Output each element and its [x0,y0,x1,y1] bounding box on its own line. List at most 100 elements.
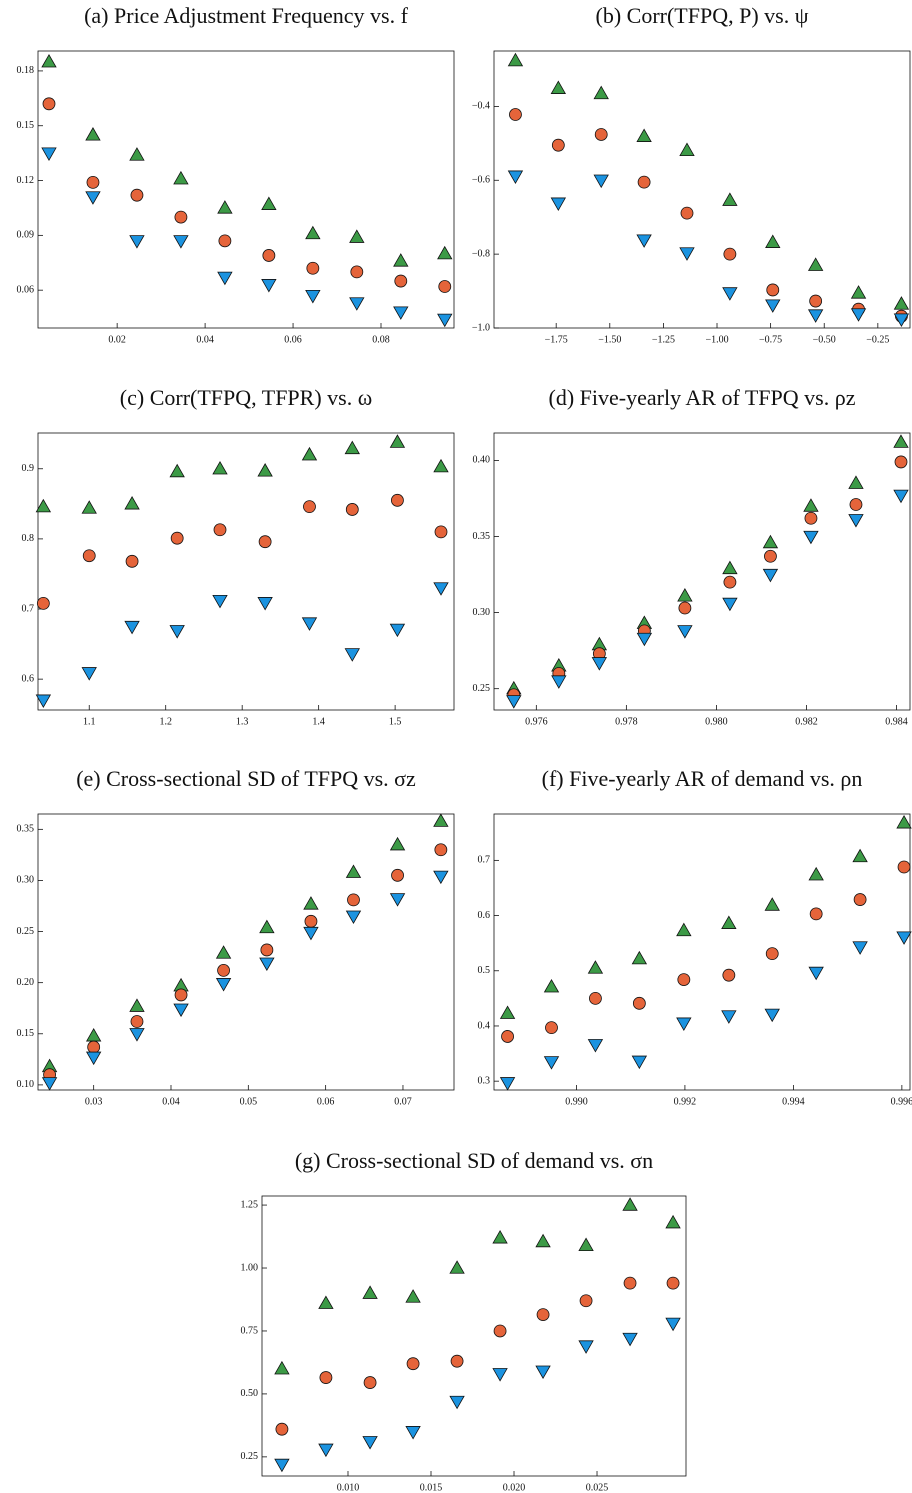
point [550,80,567,94]
point [169,625,185,639]
point [593,174,609,189]
point [433,870,449,885]
point [349,229,365,243]
point [578,1340,594,1354]
point [449,1260,465,1274]
point [636,234,652,248]
point [318,1443,334,1458]
point [345,910,362,925]
point [35,694,52,708]
point [665,1214,681,1229]
point [129,1028,145,1042]
point [303,500,316,514]
x-tick-label: −1.25 [652,334,675,345]
point [36,597,50,610]
y-tick-label: 0.06 [17,284,35,295]
plot-frame [37,50,455,329]
point [722,560,738,575]
point [434,843,448,857]
point [808,966,824,981]
point [894,455,908,469]
y-tick-label: 0.9 [22,463,35,474]
point [499,1005,516,1019]
chart-title: (f) Five-yearly AR of demand vs. ρn [542,766,863,791]
x-tick-label: 0.04 [162,1096,180,1107]
point [853,893,867,906]
point [393,253,409,267]
point [545,1021,558,1035]
point [215,945,232,959]
point [636,128,652,142]
y-tick-label: 0.50 [241,1388,259,1399]
point [665,1317,681,1332]
plot-frame [493,50,911,329]
point [85,1028,102,1042]
y-tick-label: 0.35 [17,824,35,835]
point [217,271,233,286]
point [804,511,818,525]
point [85,1051,102,1066]
x-tick-label: 0.992 [674,1096,697,1107]
point [35,498,52,513]
y-tick-label: 1.00 [241,1262,259,1273]
point [81,500,97,514]
point [677,588,693,602]
x-tick-label: 0.010 [337,1482,360,1493]
point [589,991,602,1005]
point [344,648,360,662]
x-tick-label: 0.02 [108,334,126,345]
point [274,1360,290,1375]
point [593,85,609,100]
point [218,234,232,248]
point [449,1395,465,1410]
point [389,434,406,448]
x-tick-label: 0.03 [85,1096,103,1107]
point [124,620,140,635]
point [501,1030,514,1043]
x-tick-label: −1.50 [598,334,621,345]
x-tick-label: 1.4 [312,716,325,727]
point [666,1276,680,1290]
point [587,1039,604,1053]
point [450,1354,464,1368]
point [129,235,145,249]
point [261,279,277,293]
y-tick-label: 0.30 [473,607,491,618]
point [389,836,406,851]
point [578,1237,594,1252]
y-tick-label: 0.6 [478,910,491,921]
point [213,523,227,537]
point [507,52,524,67]
point [765,947,779,961]
point [389,623,406,638]
point [579,1294,593,1308]
point [808,866,824,881]
y-tick-label: 0.15 [17,1028,35,1039]
point [173,170,189,185]
x-tick-label: −1.00 [705,334,728,345]
x-tick-label: 0.990 [565,1096,588,1107]
point [301,446,318,461]
point [173,1003,189,1018]
x-tick-label: 0.996 [891,1096,912,1107]
point [677,625,693,639]
point [849,498,863,511]
y-tick-label: 0.4 [478,1020,491,1031]
point [434,525,448,539]
point [81,667,97,681]
y-tick-label: −0.8 [472,248,490,259]
plot-frame [493,432,911,711]
point [893,434,909,448]
point [41,1077,58,1091]
point [676,1017,692,1032]
y-tick-label: −0.6 [472,175,490,186]
point [215,978,232,992]
point [765,234,781,248]
point [362,1436,378,1450]
point [766,283,780,297]
point [259,957,275,972]
y-tick-label: 0.20 [17,977,35,988]
y-tick-label: 0.25 [473,683,491,694]
point [622,1332,638,1347]
y-tick-label: 0.09 [17,230,35,241]
